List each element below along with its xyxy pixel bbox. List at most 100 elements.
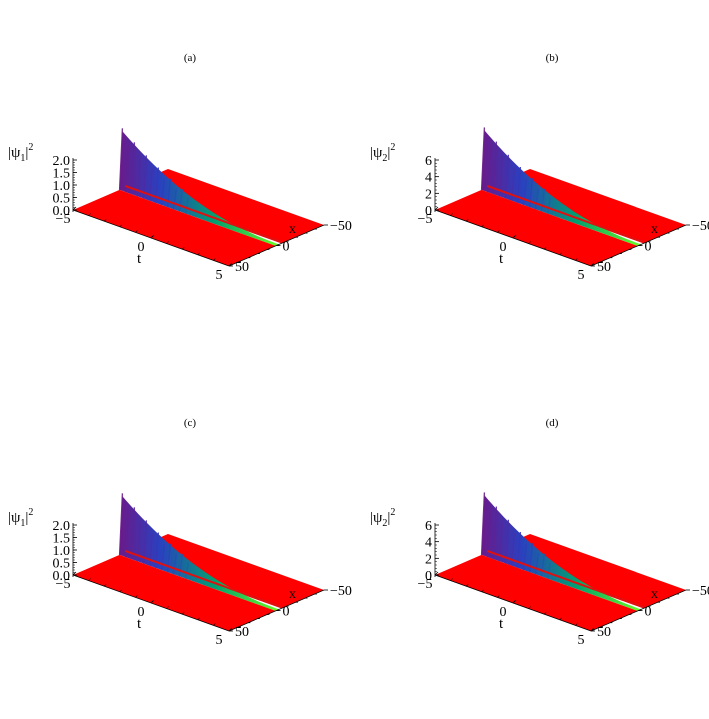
x-tick-label: 50 xyxy=(235,625,249,640)
ridge-streak xyxy=(534,188,540,210)
x-axis-label: x xyxy=(289,587,296,602)
t-tick xyxy=(434,206,439,211)
t-tick-label: 0 xyxy=(500,240,507,255)
t-minor-tick xyxy=(166,241,169,244)
x-tick-label: 50 xyxy=(597,260,611,275)
ridge-streak xyxy=(522,543,528,571)
ridge-streak xyxy=(534,553,540,575)
t-tick xyxy=(228,627,233,632)
t-minor-tick xyxy=(497,230,500,233)
t-minor-tick xyxy=(150,235,154,239)
t-minor-tick xyxy=(135,595,138,598)
t-minor-tick xyxy=(559,252,563,256)
t-minor-tick xyxy=(512,600,516,604)
surface-floor-front xyxy=(73,189,276,266)
panel-d: −505−500500246|ψ2|2tx(d) xyxy=(362,365,709,719)
ridge-streak xyxy=(160,178,166,206)
t-tick xyxy=(72,571,77,576)
ridge-streak xyxy=(184,562,190,579)
t-minor-tick xyxy=(119,224,123,228)
t-tick xyxy=(228,262,233,267)
ridge-streak xyxy=(486,145,492,193)
ridge-streak xyxy=(130,142,136,195)
x-tick-label: 50 xyxy=(235,260,249,275)
surface-plot: −505−500500246|ψ2|2tx(b) xyxy=(370,52,709,283)
z-tick-label: 6 xyxy=(425,154,432,169)
ridge-shoulder xyxy=(486,184,644,243)
x-tick-label: −50 xyxy=(330,219,352,234)
surface-floor-front xyxy=(435,189,638,266)
x-tick-label: 0 xyxy=(645,240,652,255)
t-minor-tick xyxy=(119,589,123,593)
t-minor-tick xyxy=(103,218,107,222)
z-tick-label: 0.0 xyxy=(53,569,71,584)
t-tick-label: −5 xyxy=(56,212,71,227)
ridge-streak xyxy=(166,543,172,573)
panel-label: (b) xyxy=(546,52,559,64)
surface-floor-front xyxy=(73,554,276,631)
z-tick-label: 4 xyxy=(425,171,432,186)
t-minor-tick xyxy=(481,589,485,593)
ridge-streak xyxy=(492,141,498,195)
ridge-streak xyxy=(118,493,124,555)
t-tick xyxy=(590,627,595,632)
t-axis-label: t xyxy=(499,251,504,267)
ridge-streak xyxy=(546,197,552,214)
t-tick xyxy=(72,206,77,211)
t-minor-tick xyxy=(150,600,154,604)
ridge-streak xyxy=(160,543,166,571)
ridge-streak xyxy=(124,145,130,193)
t-tick-label: 0 xyxy=(138,240,145,255)
ridge-streak xyxy=(540,188,546,212)
ridge-streak xyxy=(130,507,136,560)
panel-label: (a) xyxy=(184,52,197,64)
t-minor-tick xyxy=(481,224,485,228)
z-tick-label: 1.5 xyxy=(53,532,71,547)
t-minor-tick xyxy=(575,623,578,626)
t-tick-label: −5 xyxy=(56,577,71,592)
z-tick-label: 1.0 xyxy=(53,544,71,559)
z-tick-label: 2.0 xyxy=(53,154,71,169)
t-tick-label: 5 xyxy=(578,268,585,283)
t-minor-tick xyxy=(543,611,547,615)
panel-a: −5 0 5 −50 0 50 0.0 0.5 1.0 1.5 2.0 |ψ1|2 t x (a) xyxy=(0,0,354,354)
ridge-streak xyxy=(522,178,528,206)
ridge-streak xyxy=(178,554,184,577)
z-tick-label: 0 xyxy=(425,569,432,584)
ridge-streak xyxy=(504,519,510,564)
t-tick-label: −5 xyxy=(418,577,433,592)
x-tick-label: −50 xyxy=(330,584,352,599)
ridge-streak xyxy=(546,562,552,579)
surface-plot: −505−500500246|ψ2|2tx(d) xyxy=(370,417,709,648)
t-minor-tick xyxy=(543,246,547,250)
z-tick-label: 0.5 xyxy=(53,192,71,207)
ridge-streak xyxy=(486,510,492,558)
ridge-streak xyxy=(184,197,190,214)
ridge-streak xyxy=(504,154,510,199)
ridge-streak xyxy=(172,553,178,575)
t-minor-tick xyxy=(166,606,169,609)
t-tick-label: 0 xyxy=(500,605,507,620)
panel-c: −5 0 5 −50 0 50 0.0 0.5 1.0 1.5 2.0 |ψ1|2 t x (c) xyxy=(0,365,354,719)
t-tick-label: 0 xyxy=(138,605,145,620)
t-minor-tick xyxy=(528,606,531,609)
x-tick-label: −50 xyxy=(692,584,709,599)
z-tick-label: 1.5 xyxy=(53,167,71,182)
x-tick-label: 0 xyxy=(645,605,652,620)
t-minor-tick xyxy=(135,230,138,233)
z-tick-label: 4 xyxy=(425,536,432,551)
z-tick-label: 2.0 xyxy=(53,519,71,534)
t-minor-tick xyxy=(465,218,469,222)
t-minor-tick xyxy=(103,583,107,587)
ridge-streak xyxy=(540,553,546,577)
t-minor-tick xyxy=(559,617,563,621)
t-minor-tick xyxy=(88,213,91,216)
ridge-streak xyxy=(178,189,184,212)
ridge-streak xyxy=(142,520,148,564)
t-tick-label: 5 xyxy=(578,633,585,648)
z-tick-label: 0 xyxy=(425,204,432,219)
ridge-streak xyxy=(172,188,178,210)
ridge-streak xyxy=(166,178,172,208)
